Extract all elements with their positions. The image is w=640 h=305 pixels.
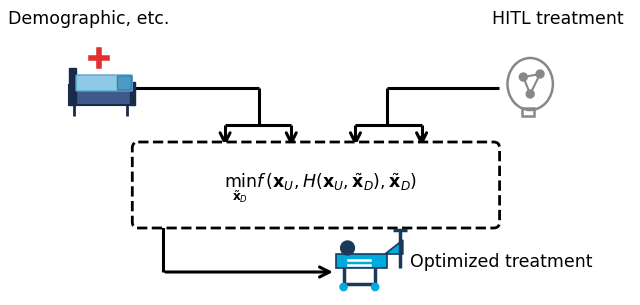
FancyBboxPatch shape [69, 68, 76, 105]
FancyBboxPatch shape [118, 76, 131, 90]
Circle shape [340, 284, 347, 290]
Circle shape [526, 90, 534, 98]
Circle shape [519, 73, 527, 81]
Text: Demographic, etc.: Demographic, etc. [8, 10, 169, 28]
Circle shape [85, 44, 113, 72]
FancyBboxPatch shape [132, 142, 500, 228]
Circle shape [372, 284, 379, 290]
FancyBboxPatch shape [336, 254, 387, 268]
Text: Optimized treatment: Optimized treatment [410, 253, 592, 271]
Circle shape [340, 241, 355, 255]
Polygon shape [385, 240, 403, 254]
Circle shape [536, 70, 544, 78]
Text: $\min_{\tilde{\mathbf{x}}_D} f\,(\mathbf{x}_U, H(\mathbf{x}_U, \tilde{\mathbf{x}: $\min_{\tilde{\mathbf{x}}_D} f\,(\mathbf… [224, 171, 417, 205]
FancyBboxPatch shape [69, 85, 133, 105]
FancyBboxPatch shape [131, 82, 135, 105]
FancyBboxPatch shape [76, 75, 132, 91]
Text: HITL treatment: HITL treatment [492, 10, 624, 28]
